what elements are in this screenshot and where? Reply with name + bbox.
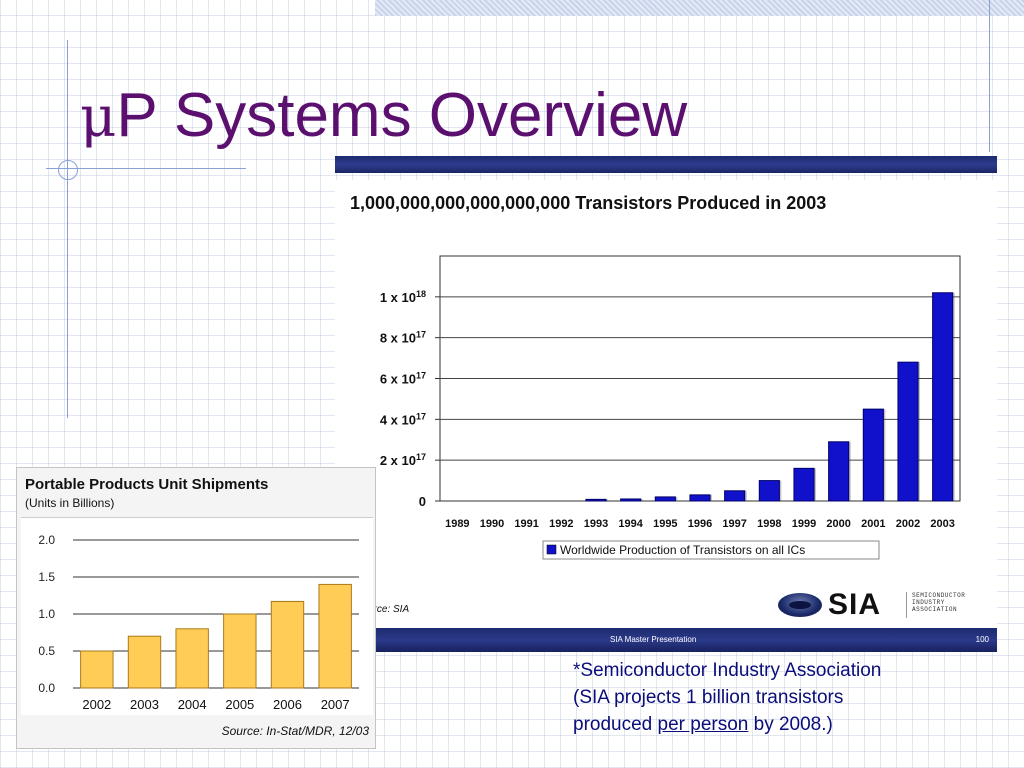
- sia-ytick-label: 4 x 1017: [380, 411, 426, 427]
- sia-xtick-label: 1993: [584, 518, 608, 530]
- sia-xtick-label: 1998: [757, 518, 781, 530]
- sia-source: urce: SIA: [368, 604, 410, 615]
- sia-xtick-label: 1999: [792, 518, 816, 530]
- portable-bar: [80, 650, 114, 689]
- sia-bar: [654, 496, 676, 502]
- sia-xtick-label: 1989: [445, 518, 469, 530]
- sia-xtick-label: 1996: [688, 518, 712, 530]
- sia-xtick-label: 2003: [930, 518, 954, 530]
- sia-page-number: 100: [975, 635, 989, 644]
- sia-logo-word: SIA: [828, 588, 882, 621]
- sia-bar: [689, 494, 711, 502]
- portable-ytick-label: 1.5: [38, 570, 55, 584]
- title-mu: μ: [80, 85, 117, 150]
- sia-ytick-label: 8 x 1017: [380, 330, 426, 346]
- portable-bar: [127, 635, 162, 689]
- portable-chart-title: Portable Products Unit Shipments: [25, 476, 269, 493]
- sia-xtick-label: 2002: [896, 518, 920, 530]
- portable-xtick-label: 2003: [130, 697, 159, 712]
- sia-xtick-label: 1997: [722, 518, 746, 530]
- right-vertical-rule: [989, 0, 990, 152]
- sia-xtick-label: 2000: [826, 518, 850, 530]
- portable-xtick-label: 2007: [321, 697, 350, 712]
- sia-xtick-label: 1992: [549, 518, 573, 530]
- left-horizontal-rule: [46, 168, 246, 169]
- transistor-chart: 0 2 x 1017 4 x 1017 6 x 1017 8 x 1017 1 x 101…: [380, 255, 961, 560]
- sia-bar: [862, 408, 884, 502]
- sia-xtick-label: 1995: [653, 518, 677, 530]
- sia-logo: SIA SEMICONDUCTOR INDUSTRY ASSOCIATION: [778, 588, 978, 622]
- sia-bar: [793, 467, 815, 502]
- sia-xtick-label: 1990: [480, 518, 504, 530]
- footnote-line-1: *Semiconductor Industry Association: [573, 660, 882, 681]
- portable-bar-svg: 0.0 0.5 1.0 1.5 2.0 2002 2003 2004 2005 2006 2007: [38, 533, 359, 712]
- slide-title: μP Systems Overview: [80, 80, 687, 151]
- crosshair-ornament: [58, 160, 78, 180]
- sia-logo-emblem: [778, 593, 822, 617]
- sia-footer-text: SIA Master Presentation: [610, 635, 697, 644]
- portable-xtick-label: 2005: [225, 697, 254, 712]
- sia-legend-label: Worldwide Production of Transistors on a…: [560, 543, 805, 557]
- sia-chart-title: 1,000,000,000,000,000,000 Transistors Pr…: [350, 193, 827, 213]
- sia-footer-bar: SIA Master Presentation 100: [375, 628, 997, 652]
- per-person-underline: per person: [657, 714, 749, 735]
- sia-bar: [758, 480, 780, 502]
- portable-ytick-label: 2.0: [38, 533, 55, 547]
- sia-xtick-label: 1994: [618, 518, 643, 530]
- sia-bar: [620, 498, 642, 502]
- sia-ytick-label: 1 x 1018: [380, 289, 426, 305]
- sia-ytick-label: 0: [419, 494, 426, 509]
- sia-xtick-label: 1991: [514, 518, 538, 530]
- sia-bar: [828, 441, 850, 502]
- portable-bar: [270, 600, 305, 689]
- top-decorative-stripe: [375, 0, 1024, 16]
- portable-bar: [175, 628, 209, 689]
- sia-legend-swatch: [546, 544, 557, 555]
- portable-ytick-label: 1.0: [38, 607, 55, 621]
- footnote-line-2: (SIA projects 1 billion transistors: [573, 687, 844, 708]
- portable-ytick-label: 0.0: [38, 681, 55, 695]
- sia-ytick-label: 2 x 1017: [380, 452, 426, 468]
- sia-ytick-label: 6 x 1017: [380, 371, 426, 387]
- portable-plot-area: 0.0 0.5 1.0 1.5 2.0 2002 2003 2004 2005 2006 2007: [21, 517, 373, 715]
- sia-bar: [724, 490, 746, 502]
- sia-logo-fullname: SEMICONDUCTOR INDUSTRY ASSOCIATION: [912, 592, 966, 613]
- sia-legend: [542, 540, 880, 560]
- sia-bar: [932, 292, 954, 502]
- portable-xtick-label: 2006: [273, 697, 302, 712]
- portable-source: Source: In-Stat/MDR, 12/03: [221, 724, 369, 738]
- footnote-line-3: produced per person by 2008.): [573, 714, 833, 735]
- left-vertical-rule: [67, 40, 68, 418]
- portable-bar: [223, 613, 257, 689]
- portable-xtick-label: 2004: [178, 697, 207, 712]
- sia-bar: [585, 498, 607, 502]
- sia-xtick-label: 2001: [861, 518, 885, 530]
- portable-xtick-label: 2002: [82, 697, 111, 712]
- portable-chart-subtitle: (Units in Billions): [25, 496, 115, 510]
- sia-bar: [897, 361, 919, 502]
- portable-products-chart: Portable Products Unit Shipments (Units …: [16, 467, 376, 749]
- title-text: P Systems Overview: [116, 81, 688, 150]
- title-accent-bar: [335, 156, 997, 173]
- sia-footnote: *Semiconductor Industry Association (SIA…: [573, 657, 881, 738]
- portable-ytick-label: 0.5: [38, 644, 55, 658]
- portable-bar: [318, 583, 352, 689]
